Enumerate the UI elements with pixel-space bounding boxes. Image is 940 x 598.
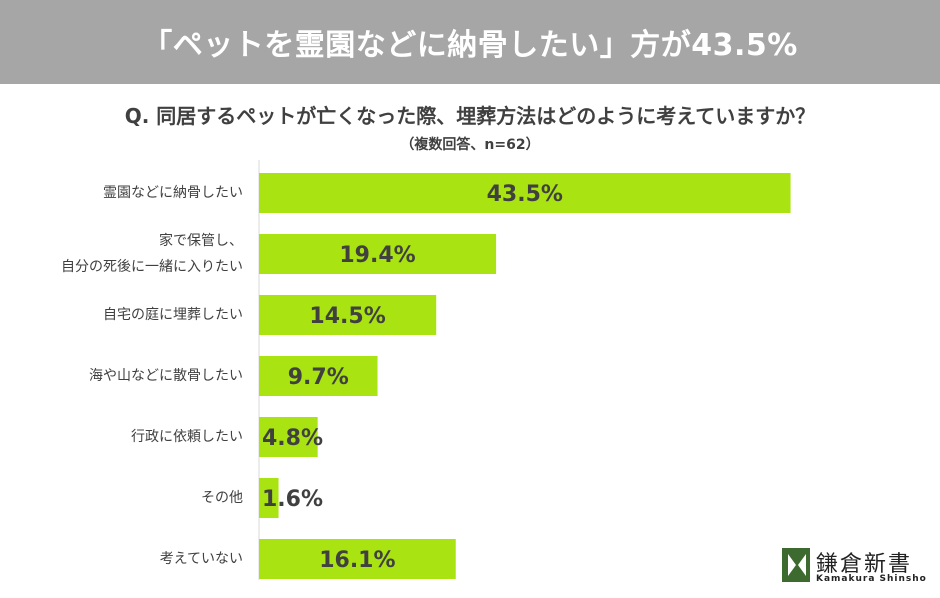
- bar: [259, 173, 791, 213]
- category-label: 自宅の庭に埋葬したい: [103, 306, 243, 323]
- bar: [259, 478, 279, 518]
- value-label: 16.1%: [319, 548, 395, 573]
- category-label: 海や山などに散骨したい: [89, 368, 243, 384]
- question-text: Q. 同居するペットが亡くなった際、埋葬方法はどのように考えていますか？: [124, 104, 816, 128]
- value-label: 1.6%: [262, 487, 323, 512]
- bar: [259, 356, 378, 396]
- value-label: 4.8%: [262, 426, 323, 451]
- brand-logo: 鎌倉新書 Kamakura Shinsho: [782, 546, 932, 586]
- bar: [259, 234, 497, 274]
- title-banner: 「ペットを霊園などに納骨したい」方が43.5%: [0, 0, 940, 84]
- category-label: その他: [201, 490, 243, 506]
- banner-title: 「ペットを霊園などに納骨したい」方が43.5%: [142, 28, 798, 63]
- category-label: 霊園などに納骨したい: [103, 185, 243, 201]
- value-label: 9.7%: [288, 365, 349, 390]
- bar: [259, 295, 437, 335]
- bar: [259, 417, 318, 457]
- category-label: 自分の死後に一緒に入りたい: [61, 259, 243, 275]
- category-label: 考えていない: [160, 551, 243, 567]
- brand-subtitle: Kamakura Shinsho: [816, 574, 927, 584]
- bar: [259, 539, 456, 579]
- value-label: 14.5%: [309, 304, 385, 329]
- question-note: （複数回答、n=62）: [400, 137, 540, 153]
- category-label: 行政に依頼したい: [131, 429, 243, 445]
- value-label: 43.5%: [487, 182, 563, 207]
- category-label: 家で保管し、: [159, 232, 243, 249]
- brand-name: 鎌倉新書: [816, 552, 913, 577]
- value-label: 19.4%: [339, 243, 415, 268]
- brand-mark-icon: [782, 548, 810, 582]
